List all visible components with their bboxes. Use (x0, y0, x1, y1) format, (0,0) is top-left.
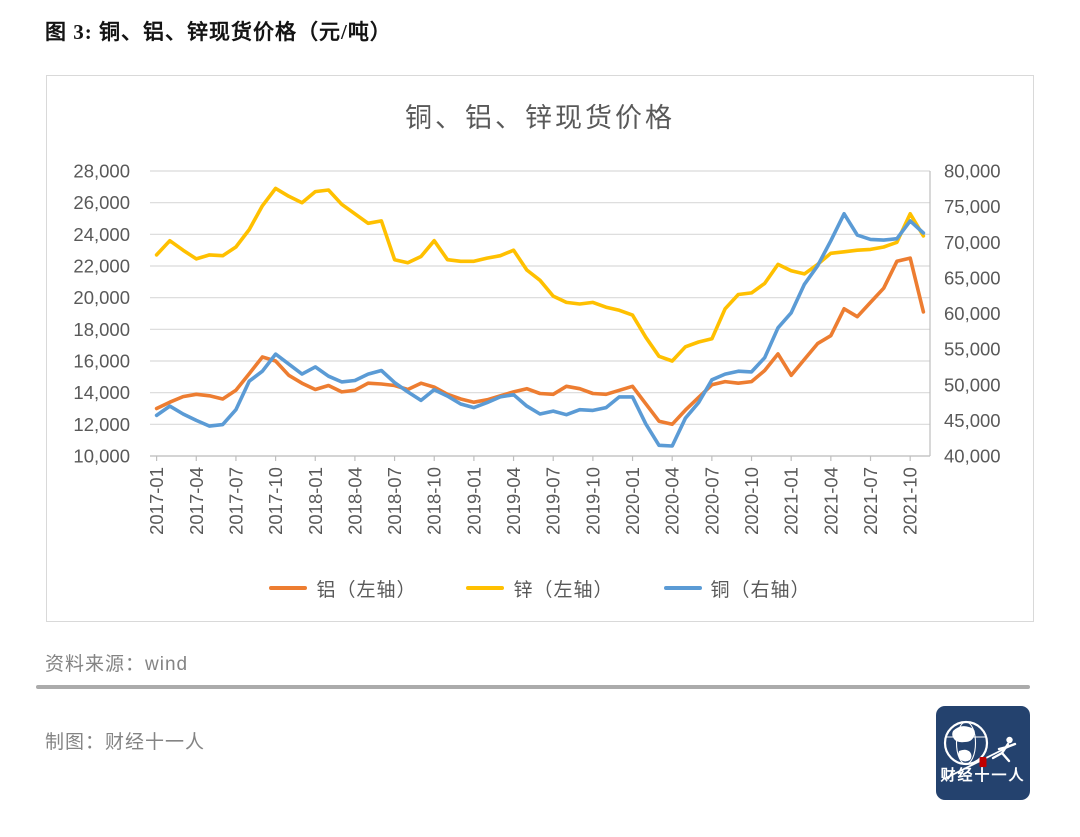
y-axis-left-label: 12,000 (73, 414, 130, 435)
x-axis-label: 2018-10 (424, 467, 445, 535)
legend-item-copper: 铜（右轴） (663, 575, 811, 602)
x-axis-label: 2017-07 (225, 467, 246, 535)
x-axis-label: 2018-04 (344, 467, 365, 535)
y-axis-left-label: 28,000 (73, 161, 130, 182)
x-axis-label: 2017-04 (186, 467, 207, 535)
y-axis-right-label: 70,000 (944, 232, 1001, 253)
legend-label: 铜（右轴） (710, 579, 811, 601)
x-axis-label: 2019-01 (463, 467, 484, 535)
y-axis-left-label: 18,000 (73, 319, 130, 340)
x-axis-label: 2021-10 (900, 467, 921, 535)
x-axis-label: 2020-07 (701, 467, 722, 535)
x-axis-label: 2017-10 (265, 467, 286, 535)
y-axis-right-label: 60,000 (944, 303, 1001, 324)
y-axis-right-label: 80,000 (944, 161, 1001, 182)
runner-icon (991, 736, 1017, 763)
legend-swatch-copper (663, 586, 702, 590)
aluminum-line (154, 256, 926, 427)
legend-item-zinc: 锌（左轴） (466, 575, 613, 602)
x-axis-label: 2017-01 (146, 467, 167, 535)
x-axis-label: 2021-01 (781, 467, 802, 535)
spear-icon (943, 745, 1011, 780)
logo-art (943, 720, 1017, 780)
legend-label: 铝（左轴） (316, 579, 417, 601)
copper-line (154, 212, 926, 448)
globe-icon (943, 720, 989, 766)
chart-card (46, 75, 1034, 622)
x-axis-label: 2019-10 (582, 467, 603, 535)
divider-line (36, 685, 1030, 689)
y-axis-left-label: 22,000 (73, 256, 130, 277)
y-axis-left-label: 10,000 (73, 446, 130, 467)
x-axis-label: 2019-04 (503, 467, 524, 535)
y-axis-left-label: 20,000 (73, 287, 130, 308)
chart-legend: 铝（左轴） 锌（左轴） 铜（右轴） (46, 574, 1034, 602)
y-axis-left-label: 26,000 (73, 192, 130, 213)
y-axis-right-label: 40,000 (944, 446, 1001, 467)
legend-label: 锌（左轴） (513, 579, 614, 601)
logo-text: 财经十一人 (940, 767, 1026, 784)
figure-caption: 图 3: 铜、铝、锌现货价格（元/吨） (45, 20, 392, 44)
zinc-line (154, 186, 926, 363)
legend-swatch-aluminum (269, 586, 308, 590)
y-axis-left-label: 14,000 (73, 382, 130, 403)
x-axis-label: 2020-10 (741, 467, 762, 535)
x-axis-label: 2018-07 (384, 467, 405, 535)
chart-title: 铜、铝、锌现货价格 (405, 103, 675, 133)
y-axis-right-label: 50,000 (944, 374, 1001, 395)
x-axis-label: 2018-01 (305, 467, 326, 535)
seal-icon (979, 757, 987, 767)
y-axis-left-label: 16,000 (73, 351, 130, 372)
y-axis-right-label: 75,000 (944, 196, 1001, 217)
x-axis-label: 2019-07 (543, 467, 564, 535)
publisher-logo: 财经十一人 (936, 706, 1030, 800)
y-axis-left-label: 24,000 (73, 224, 130, 245)
x-axis-label: 2021-07 (860, 467, 881, 535)
credit-note: 制图：财经十一人 (45, 732, 206, 753)
y-axis-right-label: 65,000 (944, 267, 1001, 288)
x-axis-label: 2020-01 (622, 467, 643, 535)
x-axis-label: 2021-04 (820, 467, 841, 535)
legend-item-aluminum: 铝（左轴） (269, 575, 416, 602)
legend-swatch-zinc (466, 586, 505, 590)
source-note: 资料来源：wind (45, 654, 189, 675)
x-axis-label: 2020-04 (662, 467, 683, 535)
y-axis-right-label: 55,000 (944, 339, 1001, 360)
y-axis-right-label: 45,000 (944, 410, 1001, 431)
